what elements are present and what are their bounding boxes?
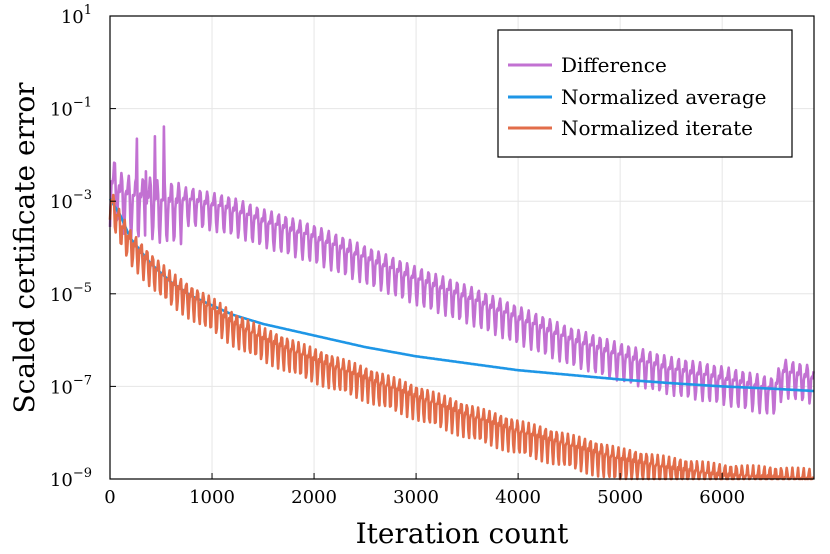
y-tick-label: 101 [61,3,92,28]
x-tick-label: 1000 [189,487,235,508]
x-tick-label: 3000 [393,487,439,508]
y-tick-label: 10−5 [50,281,92,306]
x-tick-label: 5000 [597,487,643,508]
y-tick-label: 10−3 [50,188,92,213]
y-tick-label: 10−9 [50,466,92,491]
x-axis-title: Iteration count [356,517,570,550]
series-line-difference [108,125,815,415]
y-axis-title: Scaled certificate error [8,82,41,414]
x-tick-label: 2000 [291,487,337,508]
y-tick-label: 10−7 [50,373,92,398]
legend-label-difference: Difference [561,53,667,77]
series-line-normalized-iterate [108,193,815,481]
legend: Difference Normalized average Normalized… [497,29,793,158]
y-tick-label: 10−1 [50,96,92,121]
legend-label-normalized-average: Normalized average [561,85,767,109]
x-axis-ticks: 0 1000 2000 3000 4000 5000 6000 [104,473,745,508]
y-axis-ticks: 101 10−1 10−3 10−5 10−7 10−9 [50,3,116,491]
x-tick-label: 6000 [699,487,745,508]
legend-label-normalized-iterate: Normalized iterate [561,116,753,140]
series-layer [108,125,815,481]
x-tick-label: 4000 [495,487,541,508]
x-tick-label: 0 [104,487,115,508]
legend-box [497,29,793,158]
plot-frame [109,15,815,480]
